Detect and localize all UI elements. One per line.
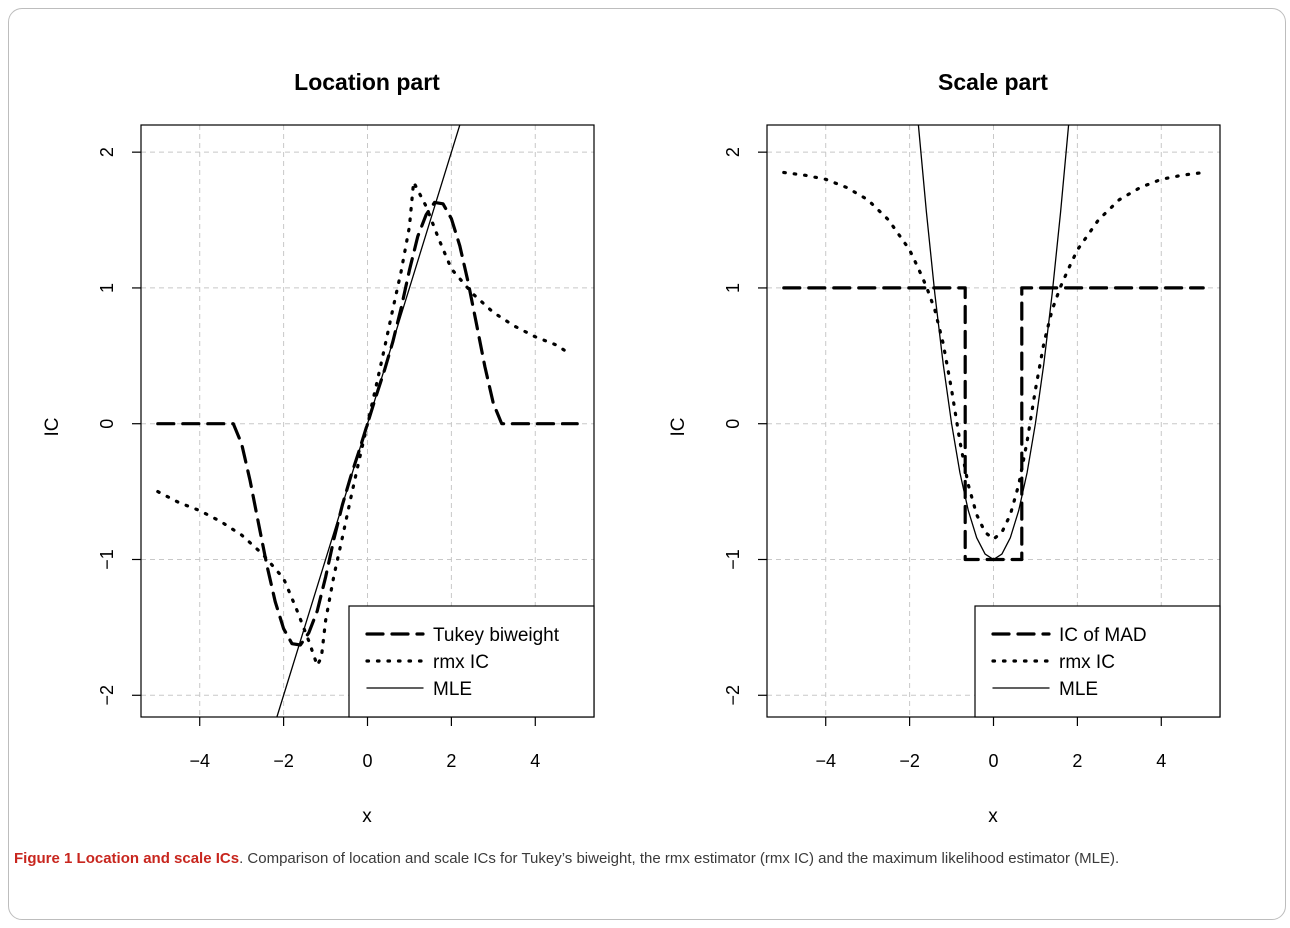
x-tick-label: 0 <box>362 751 372 771</box>
legend-label: rmx IC <box>1059 652 1115 673</box>
x-axis-label: x <box>988 806 998 827</box>
y-tick-label: 0 <box>723 419 743 429</box>
caption-label: Figure 1 <box>14 850 73 867</box>
y-tick-label: 1 <box>723 283 743 293</box>
figure-plots: Location part x IC −4 −2 0 2 4 −2 −1 0 1 2 Tukey b… <box>42 69 1221 827</box>
series-line <box>917 125 1070 561</box>
x-tick-label: 2 <box>1072 751 1082 771</box>
legend-label: MLE <box>1059 679 1098 700</box>
y-tick-label: 2 <box>97 147 117 157</box>
figure-caption: Figure 1 Location and scale ICs. Compari… <box>14 848 1276 869</box>
figure-frame <box>8 8 1286 920</box>
caption-text: . Comparison of location and scale ICs f… <box>239 850 1120 867</box>
legend-label: rmx IC <box>433 652 489 673</box>
y-tick-label: 2 <box>723 147 743 157</box>
x-tick-label: 4 <box>530 751 540 771</box>
chart-title: Scale part <box>938 69 1048 95</box>
caption-title: Location and scale ICs <box>76 850 240 867</box>
y-tick-label: −2 <box>97 685 117 706</box>
location-part-panel: Location part x IC −4 −2 0 2 4 −2 −1 0 1 2 Tukey b… <box>42 69 595 827</box>
chart-title: Location part <box>294 69 440 95</box>
x-tick-label: −4 <box>189 751 210 771</box>
legend: IC of MAD rmx IC MLE <box>974 605 1221 718</box>
y-tick-label: 1 <box>97 283 117 293</box>
x-tick-label: 2 <box>446 751 456 771</box>
legend-box <box>348 605 595 718</box>
x-tick-label: −2 <box>273 751 294 771</box>
legend-label: Tukey biweight <box>433 625 560 646</box>
y-axis-label: IC <box>42 418 63 437</box>
y-tick-label: −2 <box>723 685 743 706</box>
x-tick-label: 4 <box>1156 751 1166 771</box>
y-tick-label: 0 <box>97 419 117 429</box>
x-tick-label: −2 <box>899 751 920 771</box>
series-line <box>156 200 579 647</box>
x-axis-label: x <box>362 806 372 827</box>
legend-label: MLE <box>433 679 472 700</box>
series-line <box>782 170 1205 541</box>
y-tick-label: −1 <box>97 549 117 570</box>
y-axis-label: IC <box>668 418 689 437</box>
series-line <box>276 125 461 717</box>
x-tick-label: −4 <box>815 751 836 771</box>
scale-part-panel: Scale part x IC −4 −2 0 2 4 −2 −1 0 1 2 IC of MAD r… <box>668 69 1221 827</box>
legend: Tukey biweight rmx IC MLE <box>348 605 595 718</box>
y-tick-label: −1 <box>723 549 743 570</box>
x-tick-label: 0 <box>988 751 998 771</box>
legend-label: IC of MAD <box>1059 625 1147 646</box>
